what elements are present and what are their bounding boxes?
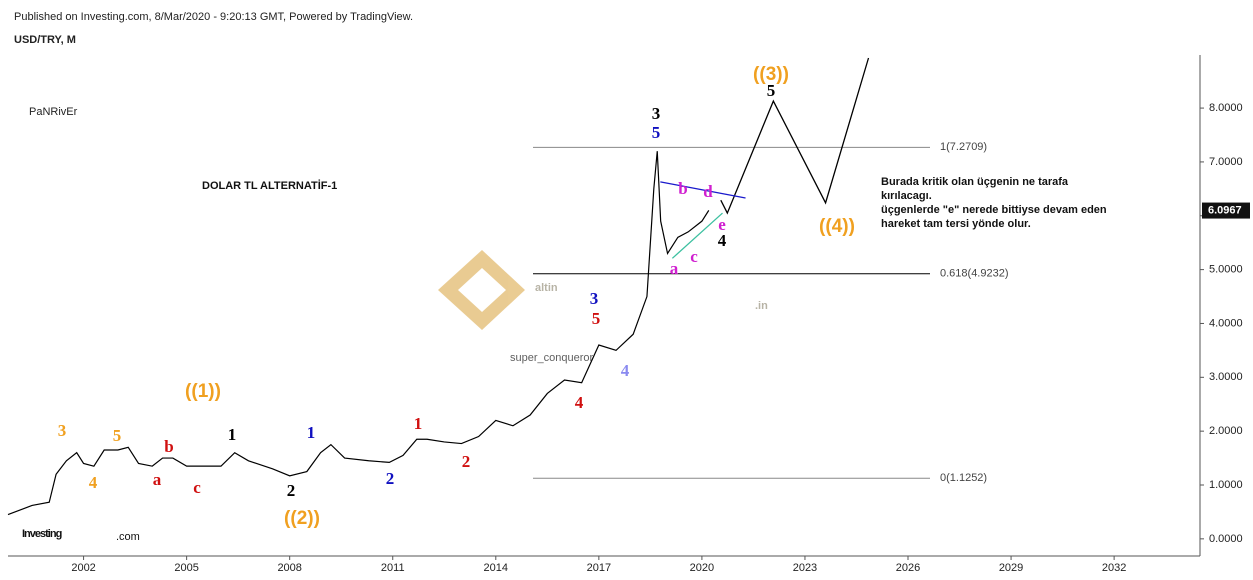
wave-label: 1: [228, 425, 237, 444]
y-tick-label: 7.0000: [1209, 156, 1243, 168]
watermark-inner: [458, 268, 506, 312]
y-tick-label: 1.0000: [1209, 479, 1243, 491]
y-tick-label: 8.0000: [1209, 102, 1243, 114]
wave-label: 4: [621, 361, 630, 380]
wave-label: d: [703, 182, 713, 201]
y-tick-label: 5.0000: [1209, 264, 1243, 276]
wave-label: c: [193, 478, 201, 497]
wave-label: 2: [287, 481, 296, 500]
logo-name: Investing: [22, 528, 62, 540]
triangle-upper: [660, 181, 746, 199]
watermark-suffix: .in: [755, 300, 768, 312]
note-line: Burada kritik olan üçgenin ne tarafa: [881, 176, 1069, 188]
x-tick-label: 2032: [1102, 562, 1126, 574]
fib-label: 1(7.2709): [940, 141, 987, 153]
x-tick-label: 2002: [71, 562, 95, 574]
fib-label: 0.618(4.9232): [940, 268, 1009, 280]
price-line: [7, 151, 710, 516]
last-price-box: [1202, 202, 1250, 219]
wave-label: 3: [58, 421, 67, 440]
wave-label: 5: [767, 81, 776, 100]
wave-label: b: [164, 437, 173, 456]
watermark-brand: altin: [535, 282, 558, 294]
wave-label: 4: [718, 231, 727, 250]
wave-label: a: [153, 470, 162, 489]
x-tick-label: 2005: [174, 562, 198, 574]
last-price-label: 6.0967: [1208, 204, 1242, 216]
watermark-user: super_conqueror: [510, 352, 594, 364]
logo-suffix: .com: [116, 531, 140, 543]
x-tick-label: 2011: [381, 562, 405, 574]
wave-label: 3: [652, 104, 661, 123]
author: PaNRivEr: [29, 106, 78, 118]
x-tick-label: 2017: [587, 562, 611, 574]
wave-label: 5: [113, 426, 122, 445]
projection-line: [720, 57, 870, 215]
wave-label: 2: [462, 452, 471, 471]
wave-label: ((1)): [185, 381, 221, 402]
wave-label: 4: [575, 393, 584, 412]
note-line: üçgenlerde "e" nerede bittiyse devam ede…: [881, 204, 1107, 216]
x-tick-label: 2014: [484, 562, 508, 574]
y-tick-label: 3.0000: [1209, 371, 1243, 383]
wave-label: e: [718, 215, 726, 234]
x-tick-label: 2008: [277, 562, 301, 574]
x-tick-label: 2029: [999, 562, 1023, 574]
wave-label: c: [690, 247, 698, 266]
wave-label: ((2)): [284, 508, 320, 529]
note-line: kırılacagı.: [881, 190, 932, 202]
x-tick-label: 2020: [690, 562, 714, 574]
fib-label: 0(1.1252): [940, 472, 987, 484]
symbol: USD/TRY, M: [14, 34, 76, 46]
wave-label: 4: [89, 473, 98, 492]
y-tick-label: 2.0000: [1209, 425, 1243, 437]
x-tick-label: 2026: [896, 562, 920, 574]
wave-label: 3: [590, 289, 599, 308]
wave-label: 5: [652, 123, 661, 142]
y-tick-label: 0.0000: [1209, 533, 1243, 545]
chart-title: DOLAR TL ALTERNATİF-1: [202, 179, 337, 192]
wave-label: 1: [414, 414, 423, 433]
watermark-icon: [438, 250, 525, 330]
wave-label: 1: [307, 423, 316, 442]
published: Published on Investing.com, 8/Mar/2020 -…: [14, 11, 413, 23]
x-tick-label: 2023: [793, 562, 817, 574]
wave-label: ((4)): [819, 216, 855, 237]
y-tick-label: 4.0000: [1209, 317, 1243, 329]
triangle-lower: [671, 212, 723, 259]
wave-label: b: [678, 179, 687, 198]
wave-label: ((3)): [753, 64, 789, 85]
wave-label: 5: [592, 309, 601, 328]
note-line: hareket tam tersi yönde olur.: [881, 218, 1031, 230]
wave-label: a: [670, 259, 679, 278]
wave-label: 2: [386, 469, 395, 488]
